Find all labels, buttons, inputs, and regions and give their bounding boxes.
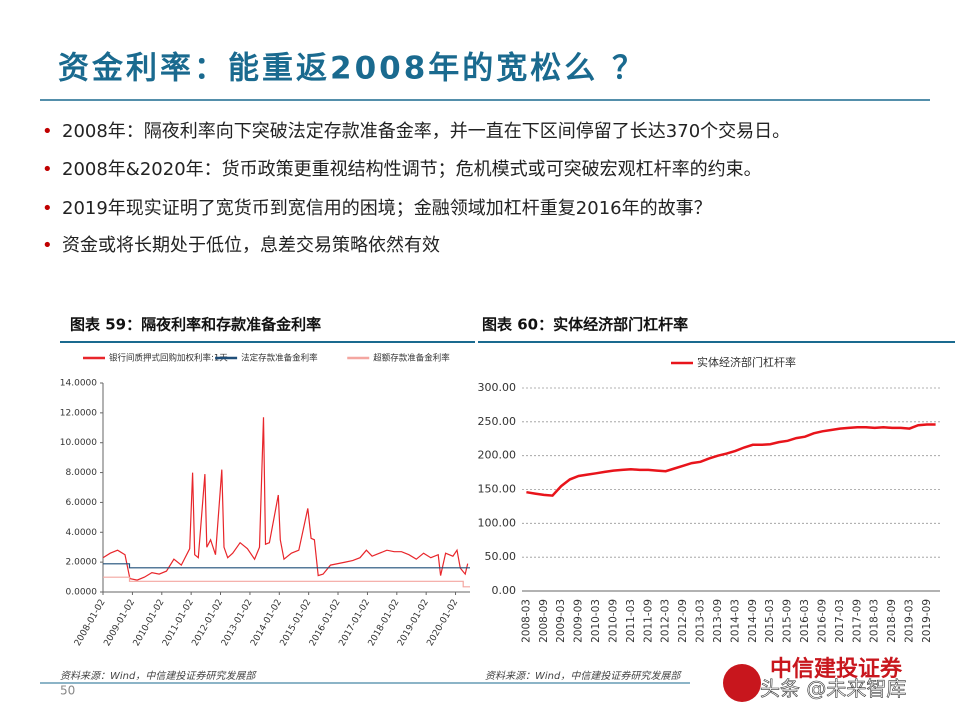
- x-tick-label: 2010-09: [607, 599, 619, 643]
- x-tick-label: 2015-03: [764, 599, 776, 643]
- bullet: 2008年：隔夜利率向下突破法定存款准备金率，并一直在下区间停留了长达370个交…: [62, 121, 790, 142]
- x-tick-label: 2013-03: [695, 599, 707, 643]
- bullet-dot: •: [42, 121, 53, 142]
- y-tick-label: 4.0000: [66, 528, 98, 538]
- x-tick-label: 2018-01-02: [367, 598, 402, 648]
- x-tick-label: 2009-03: [555, 599, 567, 643]
- x-tick-label: 2016-09: [816, 599, 828, 643]
- x-tick-label: 2015-09: [782, 599, 794, 643]
- logo: 中信建投证券: [770, 656, 903, 682]
- legend-label: 实体经济部门杠杆率: [697, 355, 796, 369]
- source: 资料来源：Wind，中信建投证券研究发展部: [485, 670, 682, 682]
- x-tick-label: 2014-09: [747, 599, 759, 643]
- y-tick-label: 6.0000: [66, 498, 98, 508]
- x-tick-label: 2016-03: [799, 599, 811, 643]
- x-tick-label: 2012-03: [660, 599, 672, 643]
- slide-title: 资金利率：能重返2008年的宽松么 ？: [58, 51, 646, 87]
- page-number: 50: [60, 684, 75, 698]
- bullet-dot: •: [42, 159, 53, 180]
- y-tick-label: 200.00: [478, 449, 517, 462]
- y-tick-label: 0.0000: [66, 588, 98, 598]
- x-tick-label: 2008-03: [520, 599, 532, 643]
- y-tick-label: 0.00: [492, 584, 517, 597]
- chart-title: 图表 60：实体经济部门杠杆率: [482, 316, 688, 334]
- series-line: [526, 423, 936, 497]
- bullet: 资金或将长期处于低位，息差交易策略依然有效: [62, 235, 440, 256]
- bullet: 2008年&2020年：货币政策更重视结构性调节；危机模式或可突破宏观杠杆率的约…: [62, 159, 762, 180]
- legend-label: 法定存款准备金利率: [241, 353, 318, 364]
- y-tick-label: 14.0000: [60, 379, 97, 389]
- watermark: 头条 @未来智库: [760, 677, 906, 701]
- x-tick-label: 2018-09: [886, 599, 898, 643]
- y-tick-label: 12.0000: [60, 408, 97, 418]
- x-tick-label: 2010-01-02: [132, 598, 167, 648]
- x-tick-label: 2009-09: [573, 599, 585, 643]
- x-tick-label: 2009-01-02: [102, 598, 137, 648]
- x-tick-label: 2016-01-02: [308, 598, 343, 648]
- y-tick-label: 250.00: [478, 415, 517, 428]
- x-tick-label: 2013-01-02: [220, 598, 255, 648]
- x-tick-label: 2008-01-02: [73, 598, 108, 648]
- x-tick-label: 2019-09: [921, 599, 933, 643]
- chart-title: 图表 59：隔夜利率和存款准备金利率: [70, 316, 321, 334]
- legend-label: 银行间质押式回购加权利率:1天: [109, 353, 228, 364]
- x-tick-label: 2012-01-02: [190, 598, 225, 648]
- series-line: [103, 576, 470, 588]
- legend-label: 超额存款准备金利率: [373, 353, 450, 364]
- x-tick-label: 2010-03: [590, 599, 602, 643]
- source: 资料来源：Wind，中信建投证券研究发展部: [60, 670, 257, 682]
- x-tick-label: 2015-01-02: [279, 598, 314, 648]
- x-tick-label: 2019-03: [904, 599, 916, 643]
- x-tick-label: 2014-03: [729, 599, 741, 643]
- y-tick-label: 150.00: [478, 483, 517, 496]
- x-tick-label: 2011-09: [642, 599, 654, 643]
- x-tick-label: 2017-09: [851, 599, 863, 643]
- x-tick-label: 2018-03: [869, 599, 881, 643]
- x-tick-label: 2011-03: [625, 599, 637, 643]
- y-tick-label: 100.00: [478, 516, 517, 529]
- series-line: [103, 563, 470, 569]
- x-tick-label: 2013-09: [712, 599, 724, 643]
- logo-mark: [723, 664, 761, 702]
- x-tick-label: 2014-01-02: [249, 598, 284, 648]
- x-tick-label: 2011-01-02: [161, 598, 196, 648]
- series-line: [102, 417, 469, 581]
- x-tick-label: 2012-09: [677, 599, 689, 643]
- x-tick-label: 2008-09: [538, 599, 550, 643]
- bullet-dot: •: [42, 235, 53, 256]
- x-tick-label: 2019-01-02: [396, 598, 431, 648]
- y-tick-label: 8.0000: [66, 468, 98, 478]
- y-tick-label: 50.00: [485, 550, 517, 563]
- y-tick-label: 10.0000: [60, 438, 97, 448]
- x-tick-label: 2017-03: [834, 599, 846, 643]
- x-tick-label: 2020-01-02: [425, 598, 460, 648]
- y-tick-label: 300.00: [478, 381, 517, 394]
- x-tick-label: 2017-01-02: [337, 598, 372, 648]
- bullet-dot: •: [42, 198, 53, 219]
- y-tick-label: 2.0000: [66, 558, 98, 568]
- bullet: 2019年现实证明了宽货币到宽信用的困境；金融领域加杠杆重复2016年的故事？: [62, 198, 712, 219]
